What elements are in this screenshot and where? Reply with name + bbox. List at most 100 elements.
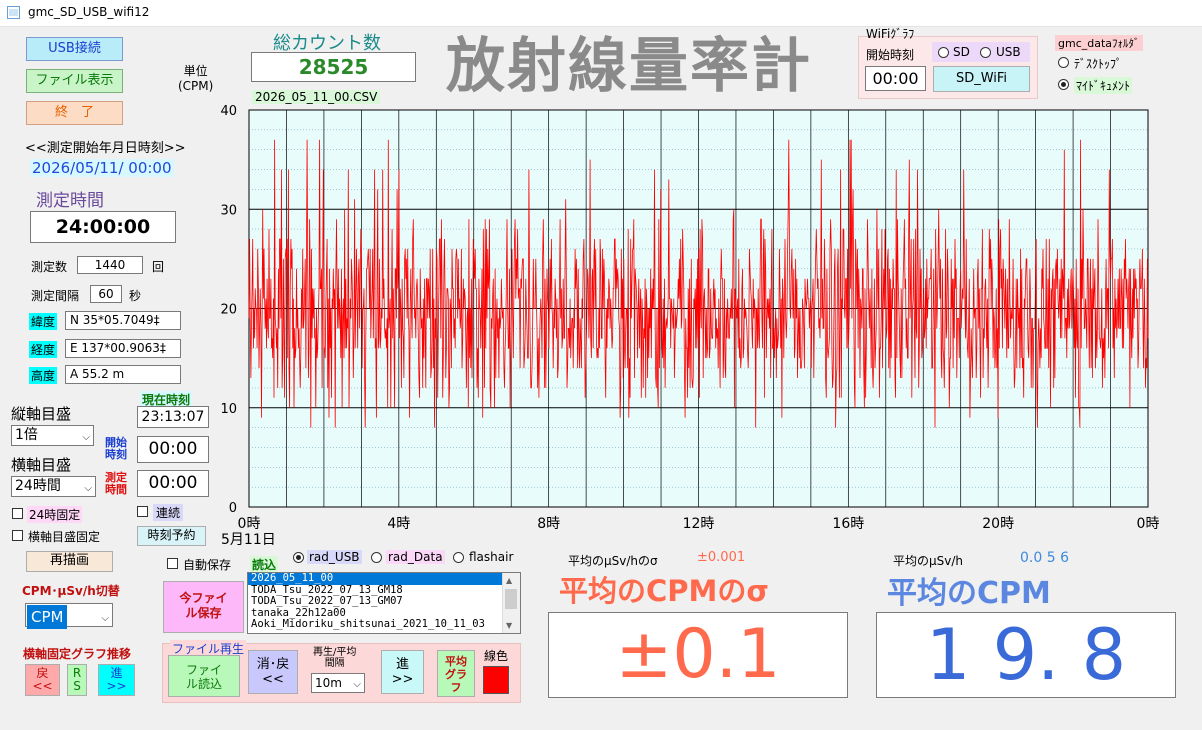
avg-graph-button[interactable]: 平均グラフ — [437, 650, 475, 697]
radio-flashair[interactable] — [453, 552, 464, 563]
start-time-label: 開始時刻 — [105, 436, 127, 461]
radio-mydocs-label: ﾏｲﾄﾞｷｭﾒﾝﾄ — [1074, 77, 1133, 94]
haxis-fixed-checkbox[interactable] — [12, 530, 23, 541]
haxis-select[interactable]: 24時間 ⌵ — [11, 476, 96, 497]
cpm-switch-value: CPM — [27, 605, 68, 629]
haxis-fixed-label: 横軸目盛固定 — [28, 530, 101, 544]
radio-sd[interactable] — [938, 47, 949, 58]
radio-desktop[interactable] — [1058, 57, 1069, 68]
y-tick-label: 40 — [220, 104, 237, 119]
line-color-swatch[interactable] — [483, 666, 509, 694]
erase-back-button[interactable]: 消･戻 << — [248, 650, 298, 694]
vaxis-label: 縦軸目盛 — [11, 405, 72, 423]
cpm-switch-select[interactable]: CPM ⌵ — [25, 603, 113, 629]
radio-rad-data[interactable] — [371, 552, 382, 563]
avg-usvh-sigma-label: 平均のμSv/hのσ — [568, 554, 658, 568]
measure-time-label: 測定時間 — [36, 191, 104, 211]
interval-label: 測定間隔 — [31, 289, 80, 303]
x-tick-label: 12時 — [683, 516, 715, 532]
scrollbar[interactable]: ▲ ▼ — [502, 573, 520, 633]
haxis-value: 24時間 — [15, 478, 61, 494]
file-load-button[interactable]: ファイル読込 — [168, 655, 240, 697]
count-field: 1440 — [77, 256, 143, 274]
start-datetime-header: <<測定開始年月日時刻>> — [25, 141, 186, 156]
wifi-start-label: 開始時刻 — [866, 48, 915, 62]
forward-button[interactable]: 進 >> — [381, 650, 424, 694]
scroll-up-icon[interactable]: ▲ — [506, 576, 513, 585]
x-tick-label: 4時 — [387, 516, 410, 532]
sd-wifi-button[interactable]: SD_WiFi — [933, 66, 1030, 92]
avg-cpm-sigma-title: 平均のCPMのσ — [559, 574, 769, 608]
x-date-label: 5月11日 — [221, 532, 276, 545]
window-title: gmc_SD_USB_wifi12 — [28, 5, 150, 19]
x-tick-label: 8時 — [537, 516, 560, 532]
file-show-button[interactable]: ファイル表示 — [26, 69, 123, 93]
list-item[interactable]: tanaka_22h12a00 — [251, 607, 346, 619]
time-reserve-button[interactable]: 時刻予約 — [137, 526, 206, 546]
scroll-down-icon[interactable]: ▼ — [506, 621, 513, 630]
avg-cpm-display: 1 9. 8 — [876, 612, 1176, 698]
list-item[interactable]: 2026_05_11_00 — [248, 573, 503, 585]
x-tick-label: 0時 — [238, 516, 261, 532]
measure-time-display: 24:00:00 — [30, 211, 176, 243]
start-time-field[interactable]: 00:00 — [137, 436, 209, 463]
wifi-graph-label: WiFiｸﾞﾗﾌ — [866, 27, 915, 41]
avg-cpm-title: 平均のCPM — [887, 576, 1051, 611]
y-tick-label: 30 — [220, 203, 237, 218]
lon-label: 経度 — [29, 341, 58, 358]
list-item[interactable]: TODA_Tsu_2022_07_13_GM18 — [251, 584, 403, 596]
file-play-label: ファイル再生 — [170, 640, 247, 657]
measure-label: 測定時間 — [105, 471, 127, 496]
filename-label: 2026_05_11_00.CSV — [252, 90, 381, 104]
scroll-thumb[interactable] — [505, 589, 517, 609]
continuous-checkbox[interactable] — [137, 506, 148, 517]
radio-rad-usb-label: rad_USB — [307, 550, 362, 564]
interval-unit: 秒 — [129, 289, 142, 303]
nav-rs-button[interactable]: R S — [67, 664, 87, 696]
haxis-label: 横軸目盛 — [11, 456, 72, 474]
cpm-switch-label: CPM･μSv/h切替 — [22, 584, 120, 598]
avg-usvh-sigma-value: ±0.001 — [697, 550, 746, 565]
list-item[interactable]: Aoki_Midoriku_shitsunai_2021_10_11_03 — [251, 619, 485, 630]
file-list[interactable]: 2026_05_11_00 TODA_Tsu_2022_07_13_GM18 TOD… — [247, 572, 521, 634]
radio-rad-usb[interactable] — [293, 552, 304, 563]
title-bar: gmc_SD_USB_wifi12 — [0, 0, 1202, 27]
radio-usb[interactable] — [980, 47, 991, 58]
y-tick-label: 10 — [220, 402, 237, 417]
lat-label: 緯度 — [29, 313, 58, 330]
wifi-start-field[interactable]: 00:00 — [865, 66, 926, 91]
play-interval-select[interactable]: 10m ⌵ — [311, 673, 365, 693]
measure-field[interactable]: 00:00 — [137, 470, 209, 497]
continuous-label: 連続 — [153, 504, 184, 521]
unit-label: 単位 (CPM) — [178, 64, 214, 93]
interval-field[interactable]: 60 — [90, 285, 122, 303]
save-today-button[interactable]: 今ファイル保存 — [163, 581, 244, 633]
total-count-display: 28525 — [251, 52, 416, 82]
radio-rad-data-label: rad_Data — [386, 550, 445, 564]
alt-field: A 55.2 m — [65, 365, 181, 384]
chevron-down-icon: ⌵ — [82, 432, 90, 443]
chevron-down-icon: ⌵ — [101, 613, 109, 624]
radio-mydocs[interactable] — [1058, 79, 1069, 90]
radio-usb-label: USB — [996, 45, 1021, 59]
avg-usvh-label: 平均のμSv/h — [893, 554, 964, 568]
count-unit: 回 — [152, 260, 165, 274]
radio-flashair-label: flashair — [469, 550, 514, 564]
avg-cpm-sigma-display: ±0.1 — [548, 612, 848, 698]
vaxis-select[interactable]: 1倍 ⌵ — [11, 425, 94, 446]
redraw-button[interactable]: 再描画 — [26, 551, 113, 572]
nav-back-button[interactable]: 戻 << — [25, 664, 60, 696]
fixed24-checkbox[interactable] — [12, 508, 23, 519]
usb-connect-button[interactable]: USB接続 — [26, 37, 123, 61]
nav-forward-button[interactable]: 進 >> — [98, 664, 135, 696]
nav-title: 横軸固定グラフ推移 — [23, 647, 132, 661]
start-datetime: 2026/05/11/ 00:00 — [30, 159, 174, 177]
current-time-label: 現在時刻 — [140, 391, 193, 408]
lon-field: E 137*00.9063‡ — [65, 339, 181, 358]
autosave-checkbox[interactable] — [167, 558, 178, 569]
cpm-series-line — [248, 139, 1149, 428]
list-item[interactable]: TODA_Tsu_2022_07_13_GM07 — [251, 596, 403, 607]
line-color-label: 線色 — [484, 649, 509, 663]
exit-button[interactable]: 終 了 — [26, 101, 123, 125]
vaxis-value: 1倍 — [15, 427, 38, 443]
